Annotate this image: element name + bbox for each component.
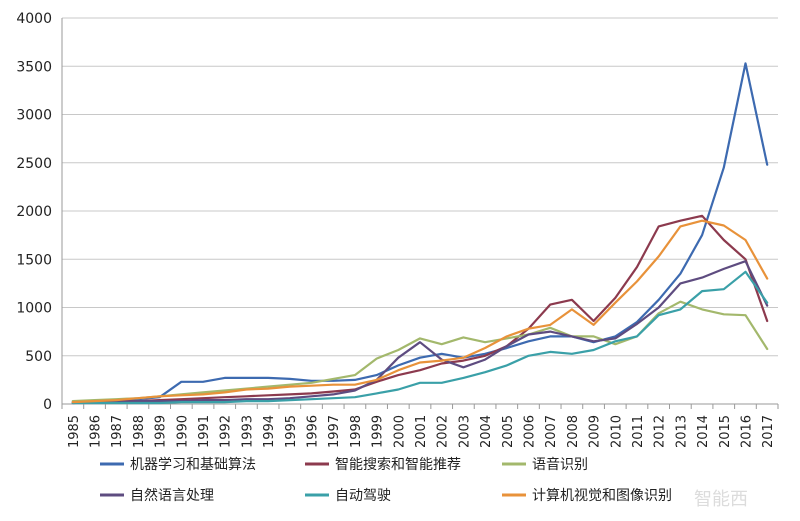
x-tick-label: 1988 (132, 415, 147, 448)
x-tick-label: 2005 (501, 415, 516, 448)
x-tick-label: 2010 (609, 415, 624, 448)
x-tick-label: 1993 (240, 415, 255, 448)
x-tick-label: 1998 (349, 415, 364, 448)
x-tick-label: 2000 (392, 415, 407, 448)
x-tick-label: 1997 (327, 415, 342, 448)
x-tick-label: 2014 (696, 415, 711, 448)
legend-item: 自然语言处理 (100, 487, 214, 504)
y-tick-label: 1000 (16, 301, 52, 317)
y-tick-label: 2000 (16, 204, 52, 220)
watermark-text: 智能西 (694, 489, 748, 510)
legend-item: 自动驾驶 (305, 488, 391, 504)
x-tick-label: 2011 (631, 415, 646, 448)
x-tick-label: 2013 (674, 415, 689, 448)
legend-label: 机器学习和基础算法 (130, 456, 256, 473)
x-tick-label: 1989 (154, 415, 169, 448)
legend-item: 语音识别 (502, 456, 588, 473)
x-tick-label: 1996 (306, 415, 321, 448)
x-tick-label: 1992 (219, 415, 234, 448)
series-line (71, 219, 769, 404)
x-tick-label: 2001 (414, 415, 429, 448)
x-tick-label: 2002 (436, 415, 451, 448)
grid (62, 17, 778, 405)
x-tick-label: 1987 (110, 415, 125, 448)
x-tick-label: 2016 (739, 415, 754, 448)
x-tick-label: 2017 (761, 415, 776, 448)
x-tick-label: 2015 (718, 415, 733, 448)
x-tick-label: 1995 (284, 415, 299, 448)
legend-label: 语音识别 (532, 456, 588, 473)
x-tick-label: 1990 (175, 415, 190, 448)
legend-label: 自动驾驶 (335, 488, 391, 504)
y-tick-label: 2500 (16, 156, 52, 172)
legend-label: 自然语言处理 (130, 487, 214, 504)
x-tick-label: 2006 (522, 415, 537, 448)
series-lines (71, 62, 769, 405)
legend-item: 机器学习和基础算法 (100, 456, 256, 473)
y-tick-label: 500 (25, 349, 52, 365)
legend-label: 计算机视觉和图像识别 (532, 488, 672, 504)
x-tick-label: 1994 (262, 415, 277, 448)
x-tick-label: 2009 (588, 415, 603, 448)
x-tick-label: 2007 (544, 415, 559, 448)
series-line (71, 260, 769, 405)
legend-item: 计算机视觉和图像识别 (502, 488, 672, 504)
x-tick-label: 1986 (89, 415, 104, 448)
x-tick-label: 1999 (371, 415, 386, 448)
series-line (71, 270, 769, 405)
axes: 0 500 1000 1500 2000 2500 3000 3500 4000 1985 1986… (16, 11, 779, 448)
series-line (71, 214, 769, 405)
y-tick-label: 0 (43, 397, 52, 413)
x-tick-label: 1985 (67, 415, 82, 448)
y-tick-label: 4000 (16, 11, 52, 27)
x-tick-label: 1991 (197, 415, 212, 448)
y-tick-label: 3000 (16, 108, 52, 124)
x-tick-label: 2003 (457, 415, 472, 448)
legend-item: 智能搜索和智能推荐 (305, 456, 461, 473)
y-tick-label: 3500 (16, 59, 52, 75)
y-tick-label: 1500 (16, 252, 52, 268)
x-tick-label: 2008 (566, 415, 581, 448)
x-tick-label: 2012 (653, 415, 668, 448)
x-tick-label: 2004 (479, 415, 494, 448)
series-line (71, 62, 769, 404)
legend-label: 智能搜索和智能推荐 (335, 456, 461, 473)
